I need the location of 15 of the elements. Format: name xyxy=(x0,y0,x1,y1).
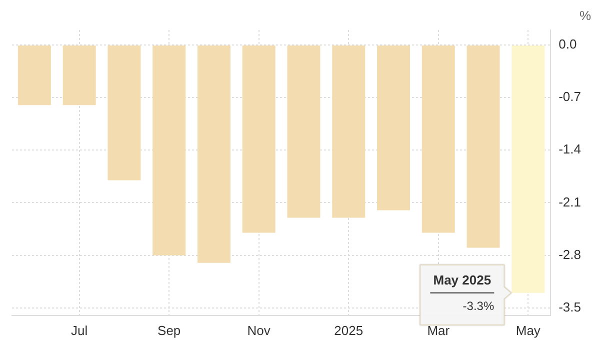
x-tick-label: May xyxy=(516,322,541,338)
x-tick-label: Sep xyxy=(158,322,181,338)
y-tick-label: -0.7 xyxy=(558,89,582,104)
x-tick-label: Mar xyxy=(427,322,450,338)
x-tick-label: Nov xyxy=(247,322,271,338)
y-tick-label: -1.4 xyxy=(558,142,582,157)
y-tick-label: -3.5 xyxy=(558,299,582,314)
y-axis-title: % xyxy=(579,8,592,24)
y-tick-label: 0.0 xyxy=(558,36,577,52)
x-tick-label: 2025 xyxy=(334,322,364,338)
y-tick-label: -2.1 xyxy=(558,194,582,210)
annotation: May 2025 xyxy=(433,272,492,288)
y-tick-label: -2.8 xyxy=(558,246,582,262)
x-tick-label: Jul xyxy=(71,322,88,338)
annotation: -3.3% xyxy=(462,299,494,314)
